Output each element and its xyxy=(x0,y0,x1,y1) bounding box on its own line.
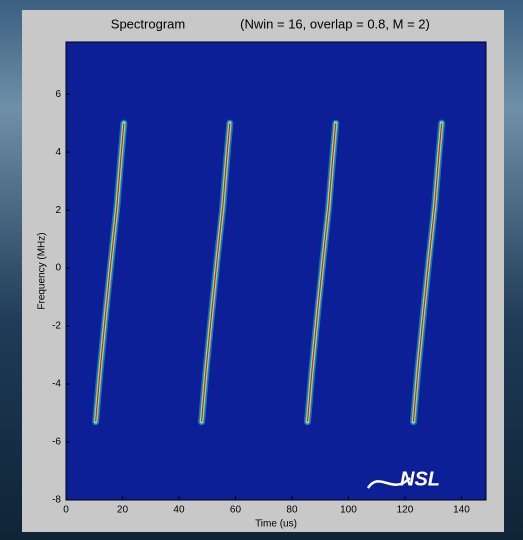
x-tick-label: 20 xyxy=(117,505,129,516)
y-tick-label: -2 xyxy=(52,321,61,332)
chart-subtitle: (Nwin = 16, overlap = 0.8, M = 2) xyxy=(240,16,430,31)
x-tick-label: 40 xyxy=(173,505,185,516)
x-axis-label: Time (us) xyxy=(255,519,297,530)
y-tick-label: 0 xyxy=(55,263,61,274)
y-axis-label: Frequency (MHz) xyxy=(37,232,48,309)
x-tick-label: 80 xyxy=(286,505,298,516)
y-tick-label: 6 xyxy=(55,89,61,100)
x-tick-label: 100 xyxy=(340,505,357,516)
y-tick-label: -8 xyxy=(52,495,61,506)
x-tick-label: 120 xyxy=(397,505,414,516)
x-tick-label: 60 xyxy=(230,505,242,516)
y-tick-label: -6 xyxy=(52,437,61,448)
chirp-line xyxy=(95,123,443,422)
y-tick-label: -4 xyxy=(52,379,61,390)
plot-area xyxy=(66,42,486,500)
y-tick-label: 2 xyxy=(55,205,61,216)
x-tick-label: 140 xyxy=(453,505,470,516)
y-tick-label: 4 xyxy=(55,147,61,158)
x-tick-label: 0 xyxy=(63,505,69,516)
logo-swoosh xyxy=(366,477,411,489)
chart-title: Spectrogram xyxy=(111,16,185,31)
plot-frame xyxy=(65,41,487,501)
logo: NSL xyxy=(400,468,440,490)
